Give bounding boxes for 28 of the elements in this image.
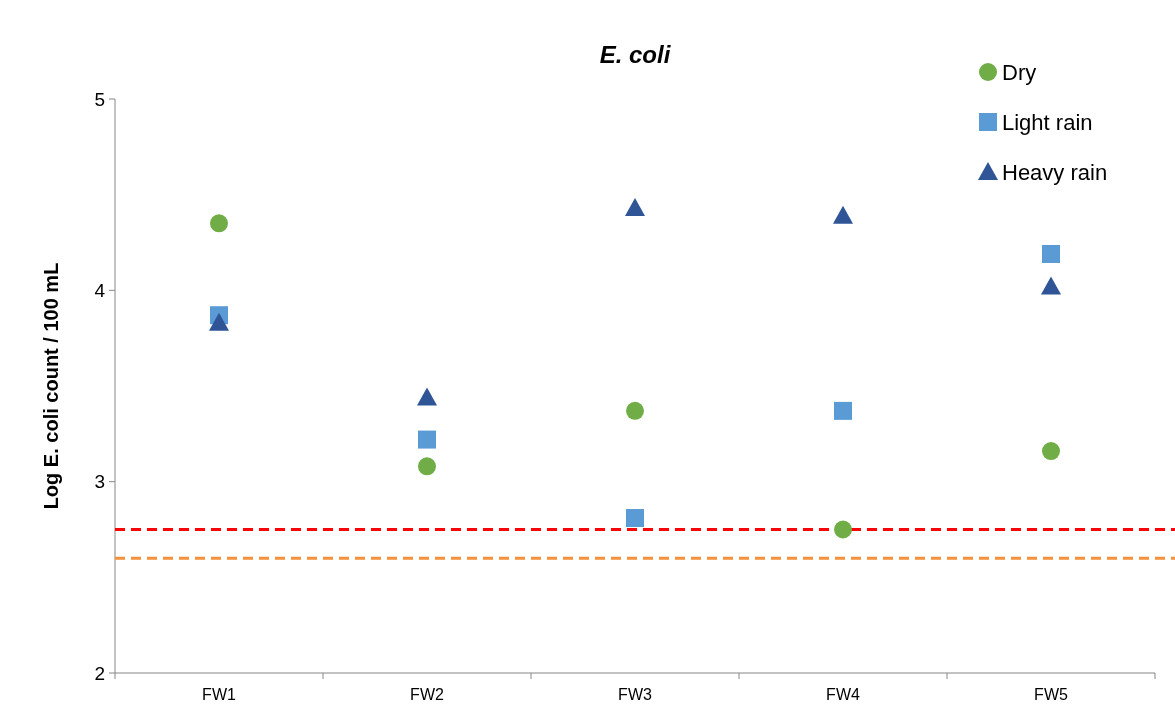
point: [626, 401, 644, 420]
point: [418, 457, 436, 476]
point: [417, 387, 437, 406]
x-tick-label: FW3: [618, 686, 652, 703]
chart-title: E. coli: [599, 41, 672, 68]
point: [834, 520, 852, 539]
legend-label: Dry: [1002, 59, 1037, 85]
x-tick-label: FW1: [202, 686, 236, 703]
point: [834, 401, 852, 420]
point: [418, 430, 436, 449]
x-tick-label: FW5: [1034, 686, 1068, 703]
y-tick-label: 2: [94, 662, 105, 684]
y-tick-label: 5: [94, 88, 105, 110]
point: [1041, 276, 1061, 295]
y-axis-title: Log E. coli count / 100 mL: [40, 262, 62, 510]
point: [625, 198, 645, 217]
point: [1042, 442, 1060, 461]
point: [209, 312, 229, 331]
x-tick-label: FW4: [826, 686, 860, 703]
legend-label: Light rain: [1002, 109, 1093, 135]
y-tick-label: 4: [94, 279, 106, 301]
point: [626, 509, 644, 528]
point: [833, 205, 853, 224]
x-tick-label: FW2: [410, 686, 444, 703]
legend-label: Heavy rain: [1002, 159, 1108, 185]
y-tick-label: 3: [94, 471, 105, 493]
point: [210, 214, 228, 233]
point: [1042, 244, 1060, 263]
